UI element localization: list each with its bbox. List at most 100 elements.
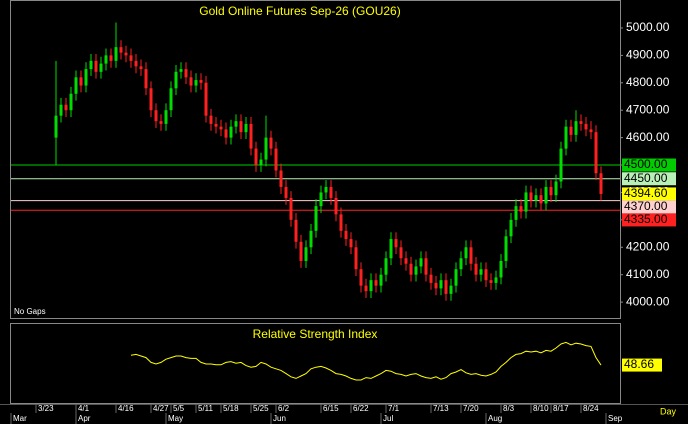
y-tick-label: 4200.00 (626, 239, 670, 253)
candle-body (514, 206, 518, 220)
candle-body (359, 269, 363, 286)
candle-body (259, 159, 263, 166)
y-tick-label: 5000.00 (626, 20, 670, 34)
candle-body (494, 277, 498, 283)
candle-body (434, 282, 438, 289)
candle-body (119, 47, 123, 53)
candle-body (464, 247, 468, 259)
candle-body (544, 186, 548, 204)
candle-body (394, 239, 398, 248)
candle-body (429, 274, 433, 283)
month-label: Apr (78, 414, 91, 423)
candle-body (479, 269, 483, 275)
candle-body (114, 47, 118, 61)
candle-body (599, 173, 603, 194)
candle-body (334, 197, 338, 215)
candle-body (224, 129, 228, 138)
candle-body (364, 285, 368, 292)
x-tick-label: 6/2 (278, 404, 290, 413)
candle-body (559, 148, 563, 182)
candle-body (214, 123, 218, 127)
x-tick-label: 4/1 (78, 404, 90, 413)
x-tick-label: 4/16 (118, 404, 134, 413)
candle-body (419, 258, 423, 267)
candle-body (134, 60, 138, 67)
candle-body (569, 126, 573, 135)
candle-body (79, 77, 83, 86)
candle-body (149, 88, 153, 111)
candle-body (509, 219, 513, 237)
candle-body (94, 60, 98, 72)
month-label: Jun (273, 414, 286, 423)
candle-body (594, 132, 598, 174)
candle-body (219, 126, 223, 130)
candle-body (164, 110, 168, 124)
level-label-box (622, 158, 676, 172)
x-tick-label: 6/22 (353, 404, 369, 413)
candle-body (184, 69, 188, 78)
month-label: Aug (488, 414, 502, 423)
candle-body (409, 263, 413, 275)
candle-body (574, 121, 578, 135)
candle-body (284, 186, 288, 198)
candle-body (579, 121, 583, 124)
candle-body (254, 148, 258, 166)
candle-body (519, 206, 523, 212)
candle-body (99, 63, 103, 72)
candle-body (484, 269, 488, 281)
candle-body (174, 71, 178, 89)
rsi-value-box (622, 358, 662, 372)
rsi-line (130, 341, 602, 381)
x-tick-label: 7/20 (463, 404, 479, 413)
candle-body (244, 123, 248, 133)
candle-body (474, 263, 478, 275)
candle-body (264, 137, 268, 160)
candle-body (249, 123, 253, 149)
chart-title: Gold Online Futures Sep-26 (GOU26) (199, 4, 400, 18)
level-label-box (622, 200, 676, 214)
x-tick-label: 5/11 (198, 404, 214, 413)
candle-body (399, 247, 403, 259)
level-label: 4500.00 (624, 157, 668, 171)
candle-body (314, 206, 318, 231)
candle-body (549, 186, 553, 196)
candle-body (124, 52, 128, 56)
candle-body (299, 241, 303, 261)
x-tick-label: 4/27 (153, 404, 169, 413)
candle-body (144, 69, 148, 89)
month-label: Sep (608, 414, 623, 423)
candle-body (154, 110, 158, 122)
candle-body (384, 258, 388, 275)
x-tick-label: 8/24 (583, 404, 599, 413)
candle-body (439, 280, 443, 289)
x-tick-label: 3/23 (38, 404, 54, 413)
candle-body (324, 186, 328, 193)
rsi-panel-frame (10, 323, 621, 404)
candle-body (354, 247, 358, 270)
candle-body (139, 66, 143, 70)
candle-body (129, 55, 133, 61)
month-label: Jul (383, 414, 393, 423)
candle-body (234, 121, 238, 127)
candle-body (64, 104, 68, 111)
y-tick-label: 4900.00 (626, 48, 670, 62)
note: No Gaps (14, 307, 46, 316)
candle-body (89, 60, 93, 70)
candle-body (584, 123, 588, 130)
candle-body (389, 239, 393, 259)
x-tick-label: 7/1 (388, 404, 400, 413)
candle-body (349, 239, 353, 248)
candle-body (404, 258, 408, 264)
candle-body (84, 69, 88, 86)
candle-body (454, 269, 458, 286)
candle-body (489, 280, 493, 283)
candle-body (369, 280, 373, 292)
rsi-value-label: 48.66 (624, 357, 654, 371)
x-tick-label: 7/13 (433, 404, 449, 413)
candle-body (159, 121, 163, 124)
candle-body (194, 80, 198, 86)
price-panel-frame (10, 0, 621, 319)
rsi-title: Relative Strength Index (253, 327, 378, 341)
level-label-box (622, 187, 676, 201)
x-tick-label: 8/3 (503, 404, 515, 413)
